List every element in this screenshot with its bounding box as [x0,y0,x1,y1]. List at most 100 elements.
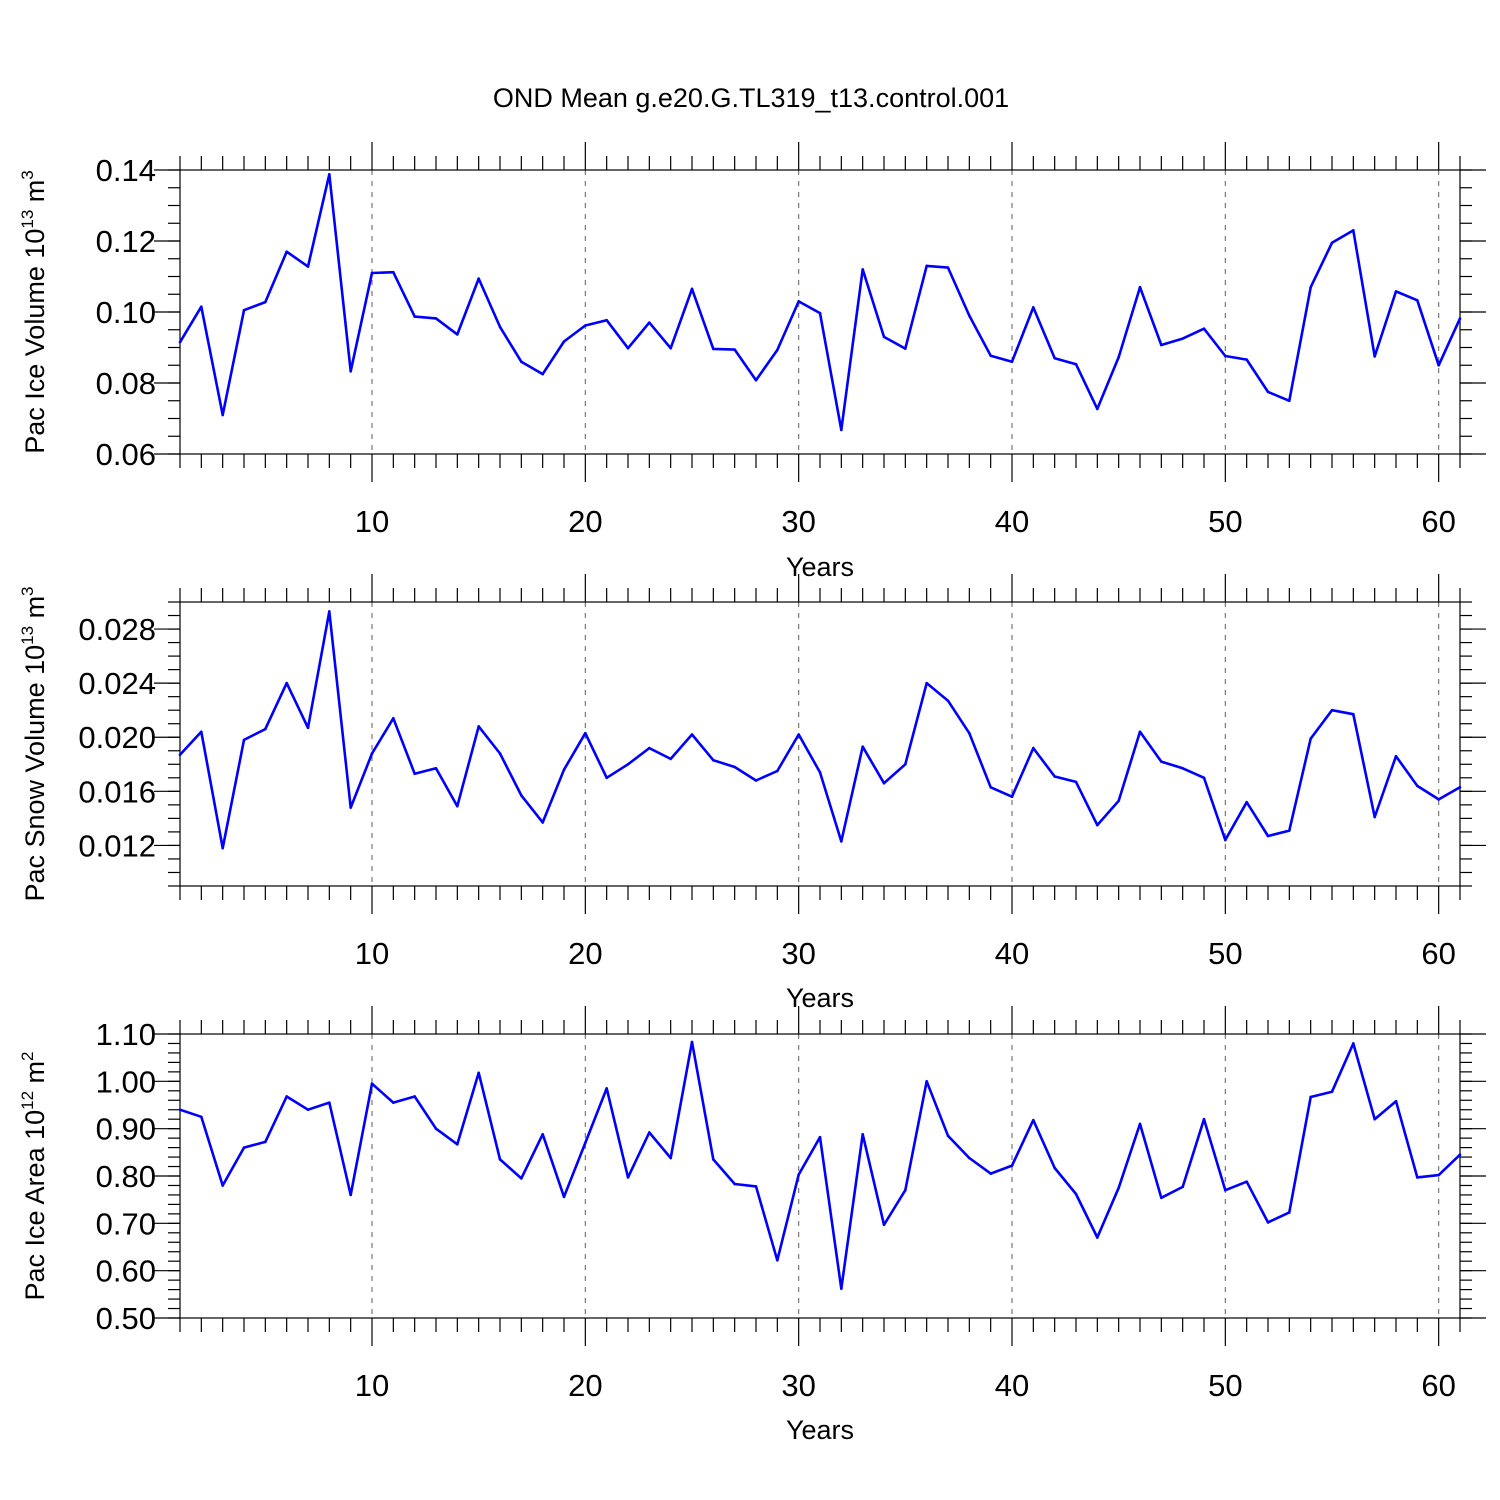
snow-volume-data-point [584,731,587,735]
ice-volume-data-point [989,354,992,357]
ice-volume-panel: 10 20 30 40 50 60 0.06 0.08 0.10 0.12 0.14 Years Pac… [18,142,1486,582]
ice-volume-data-point [968,314,971,317]
snow-volume-data-point [1010,795,1014,799]
snow-volume-data-point [690,733,694,736]
snow-volume-yaxis-label: Pac Snow Volume 1013 m3 [18,586,50,901]
snow-volume-data-point [1437,798,1440,801]
snow-volume-data-point [1096,823,1099,827]
figure-title: OND Mean g.e20.G.TL319_t13.control.001 [493,83,1009,113]
ice-area-data-point [264,1140,267,1144]
ice-area-data-point [797,1173,800,1176]
snow-volume-data-point [925,681,928,685]
ice-area-xtick-label: 10 [355,1368,389,1403]
ice-volume-data-point [328,172,331,176]
snow-volume-ytick-label: 0.024 [78,666,156,701]
ice-area-data-point [861,1133,864,1136]
snow-volume-data-point [840,840,843,843]
ice-area-data-point [1032,1118,1035,1122]
ice-volume-data-point [1416,298,1419,302]
ice-area-data-point [1352,1042,1355,1045]
ice-volume-data-point [178,340,182,344]
snow-volume-data-point [1458,785,1462,789]
ice-area-data-point [541,1133,544,1136]
ice-area-ytick-label: 0.50 [96,1301,156,1336]
snow-volume-data-point [1330,708,1334,712]
ice-volume-xtick-label: 30 [781,504,815,539]
ice-area-ytick-label: 1.10 [96,1017,156,1052]
ice-area-ytick-label: 0.70 [96,1206,156,1241]
snow-volume-xtick-label: 30 [781,936,815,971]
ice-volume-data-point [840,428,843,432]
ice-volume-data-point [498,325,502,329]
ice-area-data-point [1053,1166,1056,1170]
ice-volume-data-point [1245,358,1248,361]
ice-area-data-point [733,1182,736,1186]
snow-volume-data-point [648,746,651,750]
ice-volume-data-point [669,346,672,350]
ice-area-yaxis-label: Pac Ice Area 1012 m2 [18,1051,50,1300]
ice-volume-data-point [797,300,800,303]
ice-volume-data-point [541,372,544,376]
ice-volume-data-point [1138,285,1142,289]
ice-volume-data-point [754,378,758,382]
snow-volume-data-point [669,757,672,761]
snow-volume-data-point [733,765,736,769]
snow-volume-data-point [1032,746,1035,750]
snow-volume-data-point [882,781,886,785]
snow-volume-data-point [1160,760,1163,763]
ice-area-data-point [1245,1180,1248,1183]
snow-volume-data-point [776,769,779,773]
ice-area-data-point [1288,1211,1291,1214]
ice-area-data-point [456,1142,459,1146]
ice-volume-data-point [1266,390,1270,394]
snow-volume-data-point [1138,730,1142,734]
snow-volume-data-point [285,681,288,685]
snow-volume-data-point [498,752,502,755]
snow-volume-data-point [434,767,438,770]
snow-volume-data-point [1245,800,1248,804]
snow-volume-data-point [626,762,630,766]
ice-volume-data-point [1181,337,1184,340]
ice-area-data-point [1437,1173,1440,1177]
snow-volume-data-point [456,804,459,808]
ice-area-data-point [1010,1164,1014,1167]
ice-area-data-point [413,1095,416,1098]
ice-volume-data-point [818,311,822,315]
snow-volume-data-point [1117,799,1120,803]
ice-volume-ytick-label: 0.12 [96,224,156,259]
snow-volume-data-point [797,733,800,736]
ice-area-data-point [178,1108,182,1112]
ice-area-data-point [648,1131,651,1134]
ice-volume-data-point [242,308,246,312]
ice-volume-data-point [712,347,715,351]
snow-volume-data-point [1309,737,1312,740]
ice-volume-data-point [776,348,779,352]
ice-area-ytick-label: 0.90 [96,1112,156,1147]
snow-volume-xtick-label: 40 [995,936,1029,971]
ice-volume-xtick-label: 40 [995,504,1029,539]
ice-area-data-point [1224,1188,1227,1192]
ice-area-data-point [776,1258,779,1262]
ice-area-data-point [520,1177,523,1180]
ice-volume-data-point [1458,317,1462,320]
ice-volume-data-point [1330,241,1334,245]
ice-area-xtick-label: 50 [1208,1368,1242,1403]
snow-volume-xtick-label: 60 [1421,936,1455,971]
ice-area-data-point [989,1172,992,1175]
snow-volume-data-point [1181,767,1184,770]
snow-volume-plot-frame [179,601,1461,887]
ice-area-xaxis-label: Years [786,1415,854,1445]
snow-volume-ytick-label: 0.028 [78,612,156,647]
snow-volume-data-point [264,727,267,731]
ice-volume-xaxis-label: Years [786,552,854,582]
ice-area-xtick-label: 40 [995,1368,1029,1403]
ice-volume-data-point [413,315,416,318]
ice-area-data-point [370,1082,374,1085]
ice-area-data-point [349,1193,352,1197]
ice-area-data-point [754,1185,758,1188]
ice-volume-xtick-label: 50 [1208,504,1242,539]
ice-volume-data-point [1074,362,1078,366]
ice-area-data-point [242,1146,246,1149]
ice-volume-data-point [392,270,395,274]
